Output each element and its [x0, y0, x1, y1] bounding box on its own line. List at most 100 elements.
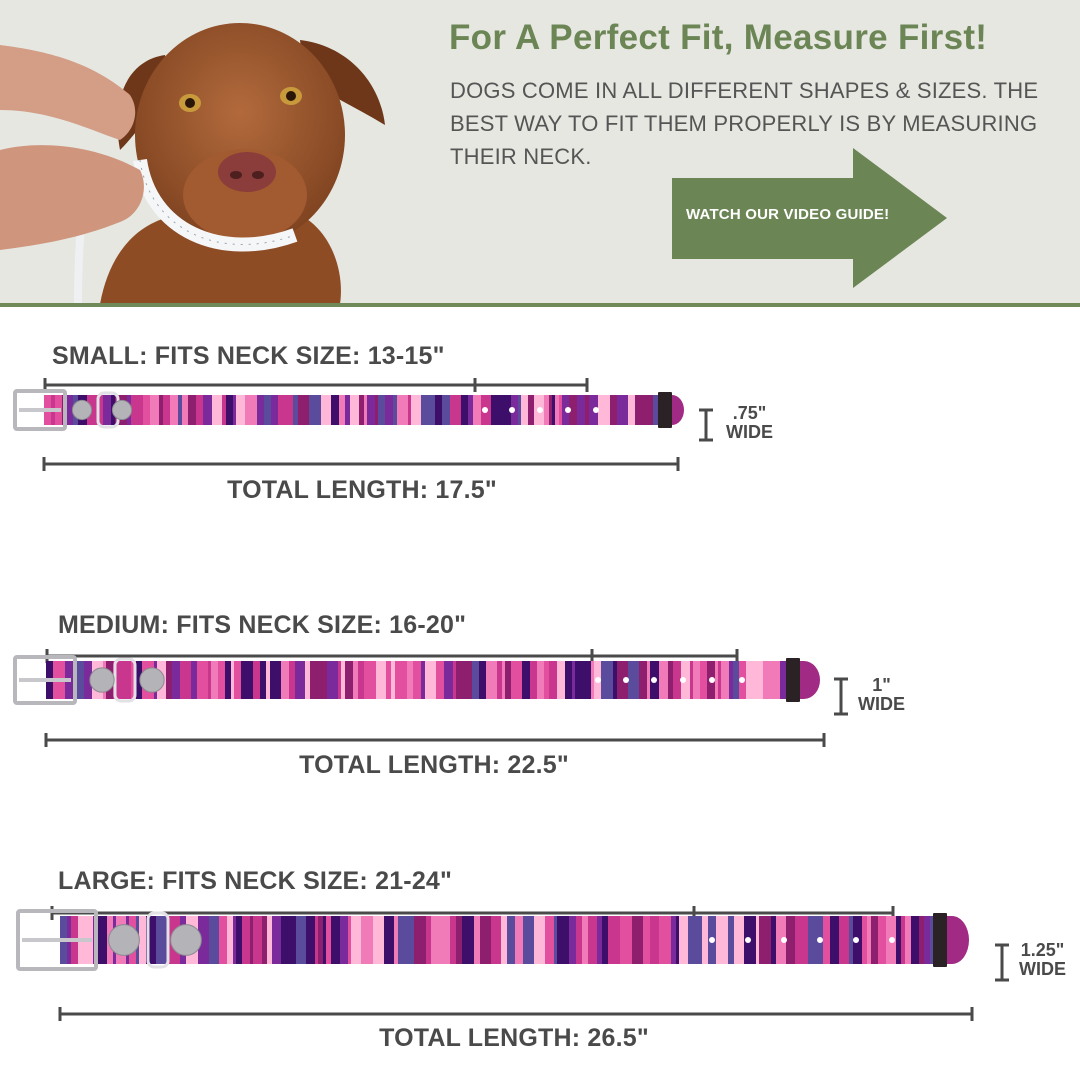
- strap-stripe: [345, 661, 353, 699]
- size-title-medium: MEDIUM: FITS NECK SIZE: 16-20": [58, 611, 467, 639]
- strap-stripe: [491, 395, 495, 425]
- strap-stripe: [690, 661, 693, 699]
- strap-stripe: [212, 395, 222, 425]
- watch-video-guide-button[interactable]: WATCH OUR VIDEO GUIDE!: [672, 148, 947, 288]
- strap-stripe: [530, 661, 537, 699]
- strap-stripe: [84, 661, 92, 699]
- strap-stripe: [262, 916, 267, 964]
- strap-stripe: [203, 395, 212, 425]
- strap-stripe: [350, 395, 359, 425]
- strap-stripe: [639, 661, 647, 699]
- strap-stripe: [635, 395, 645, 425]
- strap-stripe: [295, 661, 305, 699]
- strap-stripe: [411, 395, 421, 425]
- strap-stripe: [729, 661, 733, 699]
- strap-stripe: [692, 916, 702, 964]
- strap-stripe: [521, 395, 528, 425]
- strap-stripe: [386, 661, 391, 699]
- strap-stripe: [647, 661, 650, 699]
- strap-stripe: [588, 916, 593, 964]
- strap-stripe: [378, 395, 385, 425]
- strap-stripe: [170, 395, 178, 425]
- strap-stripe: [197, 661, 208, 699]
- strap-stripe: [700, 661, 707, 699]
- strap-stripe: [397, 395, 408, 425]
- strap-stripe: [266, 661, 270, 699]
- strap-stripe: [278, 395, 283, 425]
- strap-stripe: [191, 395, 196, 425]
- strap-stripe: [431, 916, 440, 964]
- strap-stripe: [617, 916, 620, 964]
- width-value-large: 1.25": [1020, 940, 1065, 960]
- strap-stripe: [376, 661, 386, 699]
- strap-stripe: [645, 395, 653, 425]
- strap-stripe: [257, 395, 264, 425]
- strap-stripe: [450, 395, 461, 425]
- strap-stripe: [497, 661, 502, 699]
- strap-stripe: [830, 916, 839, 964]
- strap-stripe: [593, 916, 597, 964]
- strap-stripe: [673, 661, 681, 699]
- strap-stripe: [361, 916, 373, 964]
- strap-stripe: [613, 661, 617, 699]
- size-title-small: SMALL: FITS NECK SIZE: 13-15": [52, 342, 445, 370]
- strap-stripe: [143, 395, 150, 425]
- strap-stripe: [905, 916, 911, 964]
- strap-stripe: [293, 395, 298, 425]
- strap-stripe: [339, 395, 345, 425]
- rivet-icon-medium: [139, 667, 165, 693]
- strap-stripe: [172, 661, 180, 699]
- strap-stripe: [231, 661, 234, 699]
- strap-stripe: [341, 661, 345, 699]
- adjust-hole-medium: [709, 677, 715, 683]
- strap-stripe: [222, 395, 226, 425]
- strap-stripe: [515, 916, 523, 964]
- strap-stripe: [345, 916, 348, 964]
- strap-stripe: [414, 916, 426, 964]
- strap-stripe: [582, 661, 591, 699]
- strap-stripe: [364, 395, 367, 425]
- strap-stripe: [178, 395, 182, 425]
- strap-stripe: [103, 395, 111, 425]
- strap-stripe: [253, 661, 260, 699]
- strap-stripe: [226, 395, 233, 425]
- strap-stripe: [930, 916, 935, 964]
- strap-stripe: [180, 661, 191, 699]
- width-label-small: .75" WIDE: [726, 404, 773, 442]
- strap-stripe: [676, 916, 679, 964]
- strap-stripe: [321, 395, 331, 425]
- strap-stripe: [139, 916, 146, 964]
- adjust-hole-large: [781, 937, 787, 943]
- strap-stripe: [236, 916, 242, 964]
- strap-stripe: [233, 916, 236, 964]
- width-label-large: 1.25" WIDE: [1019, 941, 1066, 979]
- strap-stripe: [242, 916, 250, 964]
- strap-stripe: [74, 661, 84, 699]
- collar-strap-small: [44, 395, 660, 425]
- strap-stripe: [233, 395, 236, 425]
- strap-stripe: [528, 395, 534, 425]
- strap-stripe: [450, 916, 456, 964]
- strap-stripe: [321, 661, 327, 699]
- strap-stripe: [211, 661, 218, 699]
- strap-stripe: [462, 916, 474, 964]
- strap-stripe: [394, 916, 398, 964]
- strap-stripe: [260, 661, 266, 699]
- arrow-right-icon: [672, 148, 947, 288]
- hero-divider: [0, 303, 1080, 307]
- strap-stripe: [218, 661, 225, 699]
- strap-stripe: [591, 661, 594, 699]
- strap-stripe: [780, 661, 788, 699]
- hero-banner: For A Perfect Fit, Measure First! DOGS C…: [0, 0, 1080, 304]
- total-length-medium: TOTAL LENGTH: 22.5": [299, 751, 569, 779]
- strap-stripe: [798, 916, 808, 964]
- strap-stripe: [549, 395, 552, 425]
- strap-stripe: [502, 661, 505, 699]
- strap-stripe: [759, 916, 771, 964]
- strap-stripe: [310, 661, 321, 699]
- strap-stripe: [270, 661, 281, 699]
- strap-stripe: [734, 916, 744, 964]
- strap-stripe: [315, 916, 318, 964]
- strap-stripe: [911, 916, 919, 964]
- strap-stripe: [878, 916, 886, 964]
